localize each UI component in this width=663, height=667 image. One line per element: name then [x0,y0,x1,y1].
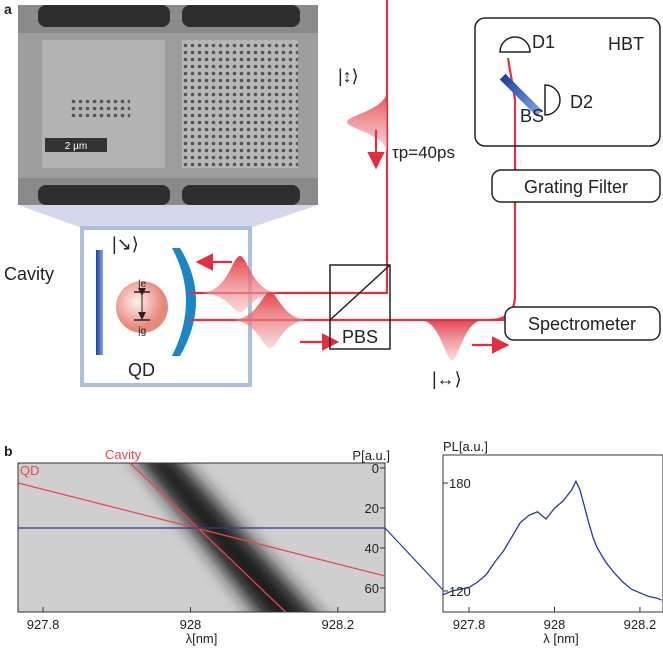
beam [506,57,517,170]
beam-splitter [499,73,543,117]
spectrometer-label: Spectrometer [528,314,636,334]
x-tick-label: 928 [544,617,566,632]
pulse [200,256,280,312]
output-polarization: |↔⟩ [432,369,462,389]
sem-image: 2 µm [18,5,318,205]
cavity-polarization: |↘⟩ [112,234,139,254]
pulse-width: τp=40ps [392,143,455,162]
flat-mirror [96,250,103,355]
y-axis-label: P[a.u.] [352,448,390,463]
line-label: QD [20,463,40,478]
x-axis-label: λ[nm] [186,631,218,646]
pbs-diagonal [329,264,391,321]
y-tick-label: 40 [365,541,379,556]
panel-label: a [4,1,12,17]
detector [544,84,561,116]
ground-state: |g [138,326,146,337]
y-tick-label: 0 [372,461,379,476]
y-tick-label: 20 [365,501,379,516]
x-tick-label: 927.8 [453,617,486,632]
y-tick-label: 120 [449,584,471,599]
zoom-wedge [18,205,318,228]
model-line [18,482,385,577]
x-tick-label: 928.2 [624,617,657,632]
detector [499,36,531,53]
line-label: Cavity [105,447,142,462]
pbs-label: PBS [342,327,378,347]
grating-box [491,169,661,203]
d1-label: D1 [532,32,555,52]
input-polarization: |↕⟩ [338,66,359,86]
cavity-label: Cavity [4,264,54,284]
hbt-label: HBT [608,34,644,54]
grating-label: Grating Filter [524,177,628,197]
pulse [420,320,484,360]
map-image [18,463,385,612]
pulse [230,292,310,348]
y-tick-label: 60 [365,581,379,596]
y-tick-label: 180 [449,476,471,491]
map-frame [17,462,386,613]
spectrometer-box [504,306,661,341]
x-tick-label: 928.2 [322,617,355,632]
spectrum-frame [442,454,663,613]
excited-state: |e [138,279,147,290]
d2-label: D2 [570,92,593,112]
scale-bar-label: 2 µm [65,141,87,152]
panel-label: b [4,443,13,459]
y-axis-label: PL[a.u.] [443,439,488,454]
x-tick-label: 928 [180,617,202,632]
x-axis-label: λ [nm] [543,631,578,646]
connector [384,527,444,591]
bs-label: BS [520,106,544,126]
pulse [347,90,387,154]
curved-mirror [172,248,196,356]
spectrum-line [443,479,662,601]
x-tick-label: 927.8 [27,617,60,632]
hbt-box [474,17,661,147]
pbs [329,264,391,350]
model-line [129,463,286,612]
qd-label: QD [128,360,155,380]
